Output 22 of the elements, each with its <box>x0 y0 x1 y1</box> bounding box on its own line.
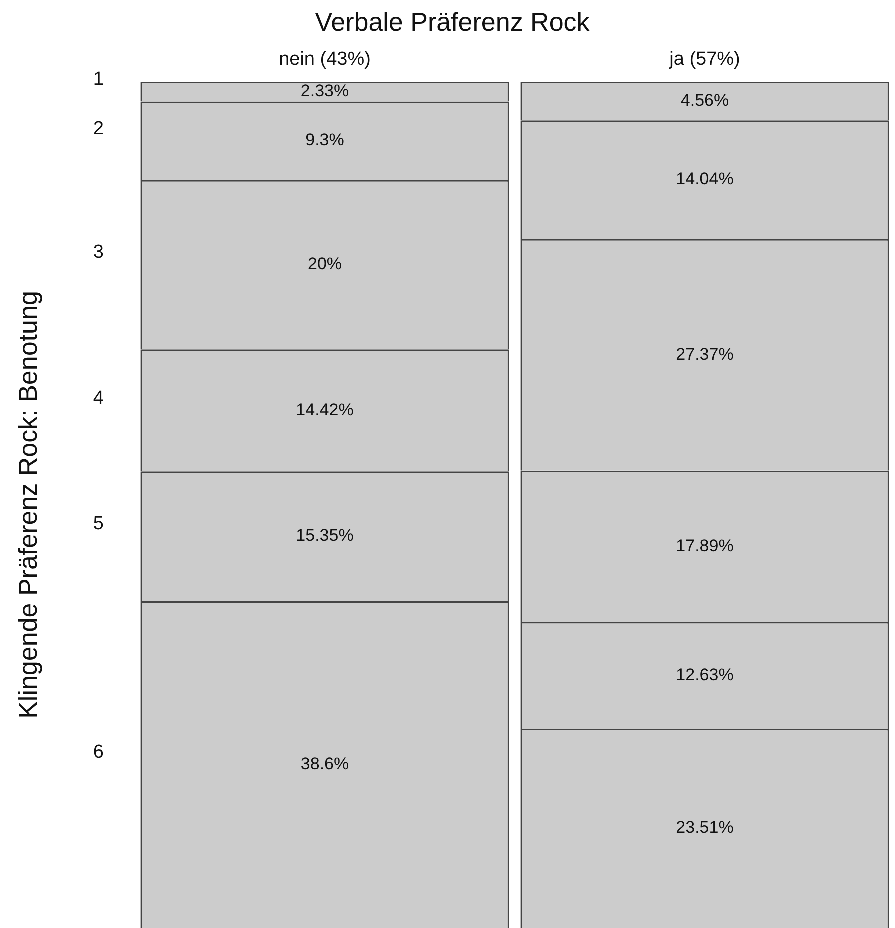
text: 6 <box>93 742 104 763</box>
data-label: 14.42% <box>296 400 354 420</box>
data-label: 20% <box>308 254 342 274</box>
data-label: 2.33% <box>300 82 350 101</box>
data-label: 38.6% <box>300 754 350 774</box>
data-label: 4.56% <box>680 90 730 110</box>
text: 3 <box>93 242 104 264</box>
data-label: 12.63% <box>676 665 734 684</box>
data-label: 17.89% <box>676 536 734 556</box>
data-label: 27.37% <box>676 344 734 364</box>
chart-title: Verbale Präferenz Rock <box>315 6 591 37</box>
data-label: 14.04% <box>676 170 734 189</box>
text: 5 <box>93 514 104 535</box>
text: 4 <box>93 388 104 409</box>
y-axis-title: Klingende Präferenz Rock: Benotung <box>12 291 43 719</box>
text: 2 <box>93 118 104 140</box>
data-label: 9.3% <box>306 130 344 150</box>
x-tick-label: ja (57%) <box>668 48 740 70</box>
text: 1 <box>93 69 104 90</box>
x-tick-label: nein (43%) <box>279 48 371 70</box>
data-label: 15.35% <box>296 526 354 546</box>
data-label: 23.51% <box>676 818 734 838</box>
